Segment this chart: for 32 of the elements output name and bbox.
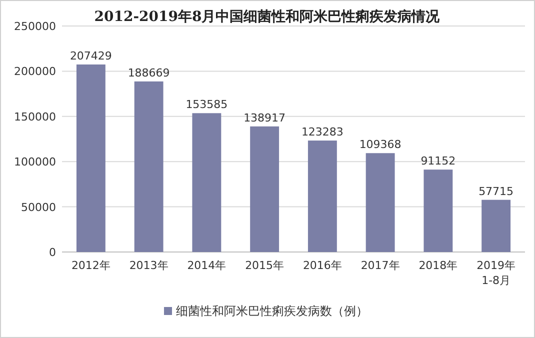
data-label: 123283: [301, 126, 344, 139]
data-label: 109368: [359, 138, 402, 152]
x-tick-label: 2017年: [360, 259, 400, 272]
bar: [366, 153, 395, 252]
y-tick-label: 200000: [14, 65, 56, 78]
x-tick-label: 2012年: [71, 259, 110, 272]
data-label: 57715: [478, 184, 514, 198]
bar: [134, 81, 164, 252]
x-tick-label: 2016年: [302, 259, 342, 272]
y-tick-label: 100000: [14, 156, 56, 169]
y-tick-label: 250000: [14, 20, 56, 33]
y-tick-label: 0: [49, 246, 56, 259]
y-tick-label: 150000: [14, 110, 56, 124]
bar: [192, 113, 222, 252]
x-tick-label: 2014年: [187, 259, 226, 272]
x-tick-label: 2019年 1-8月: [476, 259, 516, 287]
data-label: 188669: [128, 66, 170, 80]
bar: [308, 140, 337, 252]
legend-label: 细菌性和阿米巴性痢疾发病数（例）: [176, 304, 368, 318]
x-tick-label: 2013年: [129, 259, 168, 272]
data-label: 207429: [70, 49, 112, 62]
data-label: 153585: [186, 98, 228, 112]
bar: [250, 126, 280, 252]
y-tick-label: 50000: [21, 200, 56, 214]
chart-title: 2012-2019年8月中国细菌性和阿米巴性痢疾发病情况: [94, 8, 441, 25]
bar: [482, 200, 511, 252]
bar: [424, 170, 453, 252]
x-tick-label: 2018年: [418, 259, 458, 272]
data-label: 138917: [244, 111, 286, 124]
data-label: 91152: [420, 154, 456, 168]
x-tick-label: 2015年: [245, 259, 284, 272]
bar: [76, 64, 106, 252]
